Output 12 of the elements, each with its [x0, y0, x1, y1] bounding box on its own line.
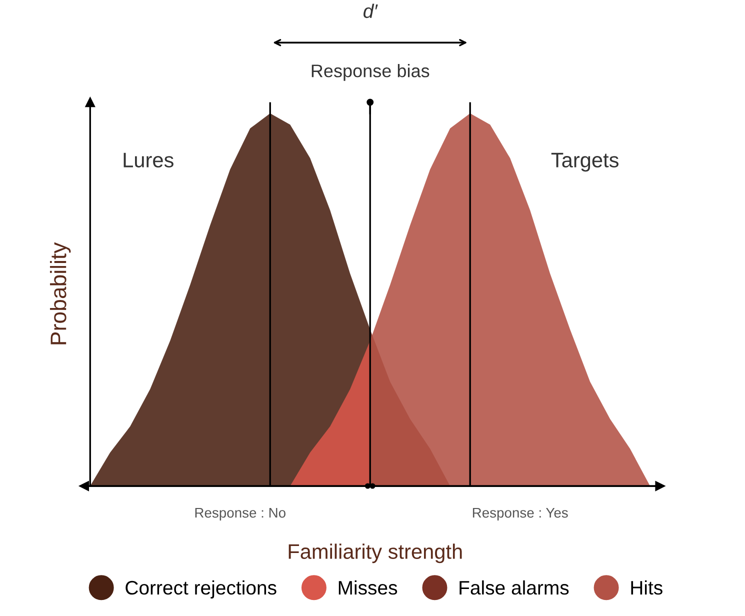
- annotation: Targets: [551, 152, 618, 172]
- legend-label: Misses: [338, 580, 398, 595]
- y-axis-title: Probability: [50, 242, 71, 344]
- text: Response : No: [195, 508, 286, 520]
- annotation: Lures: [124, 152, 174, 168]
- text: Response bias: [312, 64, 430, 81]
- text: Response : Yes: [472, 508, 568, 520]
- text: d′: [364, 4, 378, 18]
- x-axis-title: Familiarity strength: [288, 544, 462, 564]
- legend-label: Hits: [631, 580, 662, 595]
- legend-label: False alarms: [460, 580, 569, 595]
- legend-label: Correct rejections: [126, 580, 276, 598]
